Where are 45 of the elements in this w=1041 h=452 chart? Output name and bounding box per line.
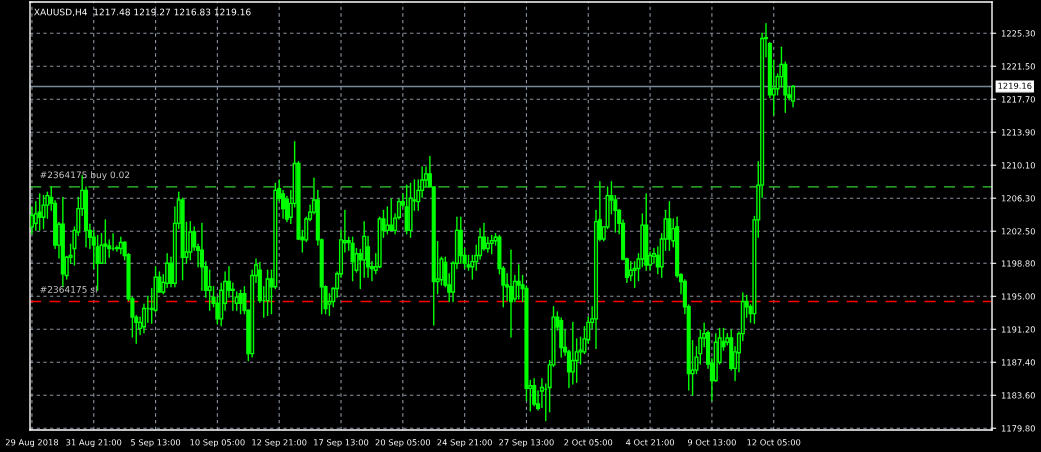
candlestick bbox=[404, 184, 409, 235]
candlestick bbox=[230, 282, 235, 311]
candlestick bbox=[389, 198, 394, 232]
y-tick-label: 1217.70 bbox=[1001, 96, 1035, 103]
ref-line-label: 1219.16 bbox=[998, 82, 1032, 89]
y-tick-label: 1225.30 bbox=[1001, 30, 1035, 37]
text: XAUUSD,H4 1217.48 1219.27 1216.83 1219.16 bbox=[34, 8, 251, 17]
ref-line-label: #2364175 buy 0.02 bbox=[40, 171, 130, 180]
x-tick-label: 9 Oct 13:00 bbox=[687, 439, 736, 446]
x-tick-label: 27 Sep 13:00 bbox=[499, 439, 554, 448]
y-tick-label: 1206.30 bbox=[1001, 195, 1035, 202]
y-tick-label: 1213.90 bbox=[1001, 129, 1035, 136]
candlestick bbox=[188, 220, 193, 261]
candlestick bbox=[508, 249, 514, 338]
y-tick-label: 1187.40 bbox=[1001, 359, 1035, 366]
x-tick-label: 20 Sep 05:00 bbox=[375, 439, 431, 448]
candlestick bbox=[485, 236, 490, 253]
y-tick-label: 1183.60 bbox=[1001, 392, 1035, 399]
candlestick bbox=[667, 200, 672, 251]
y-tick-label: 1191.20 bbox=[1001, 326, 1035, 333]
x-tick-label: 10 Sep 05:00 bbox=[190, 439, 245, 448]
x-tick-label: 2 Oct 05:00 bbox=[564, 439, 613, 446]
x-tick-label: 12 Oct 05:00 bbox=[747, 439, 801, 446]
candlestick bbox=[516, 264, 521, 300]
y-tick-label: 1179.80 bbox=[1001, 425, 1035, 432]
candlestick bbox=[790, 84, 796, 108]
x-tick-label: 17 Sep 13:00 bbox=[314, 439, 369, 448]
x-tick-label: 4 Oct 21:00 bbox=[625, 439, 675, 446]
x-tick-label: 5 Sep 13:00 bbox=[131, 439, 181, 448]
y-tick-label: 1210.10 bbox=[1001, 162, 1035, 169]
x-tick-label: 31 Aug 21:00 bbox=[66, 439, 122, 448]
candlestick bbox=[470, 254, 475, 280]
candlestick bbox=[570, 321, 575, 385]
y-tick-label: 1221.50 bbox=[1001, 63, 1035, 70]
x-tick-label: 29 Aug 2018 bbox=[5, 439, 59, 448]
candlestick bbox=[385, 206, 390, 235]
candlestick bbox=[207, 269, 212, 311]
x-tick-label: 12 Sep 21:00 bbox=[252, 439, 307, 448]
x-tick-label: 24 Sep 21:00 bbox=[437, 439, 492, 448]
y-tick-label: 1195.00 bbox=[1001, 293, 1035, 300]
candlestick bbox=[41, 194, 46, 230]
y-tick-label: 1198.80 bbox=[1001, 260, 1035, 267]
ref-line-label: #2364175 sl bbox=[40, 285, 97, 293]
y-tick-label: 1202.50 bbox=[1001, 228, 1035, 235]
candlestick bbox=[489, 234, 494, 255]
